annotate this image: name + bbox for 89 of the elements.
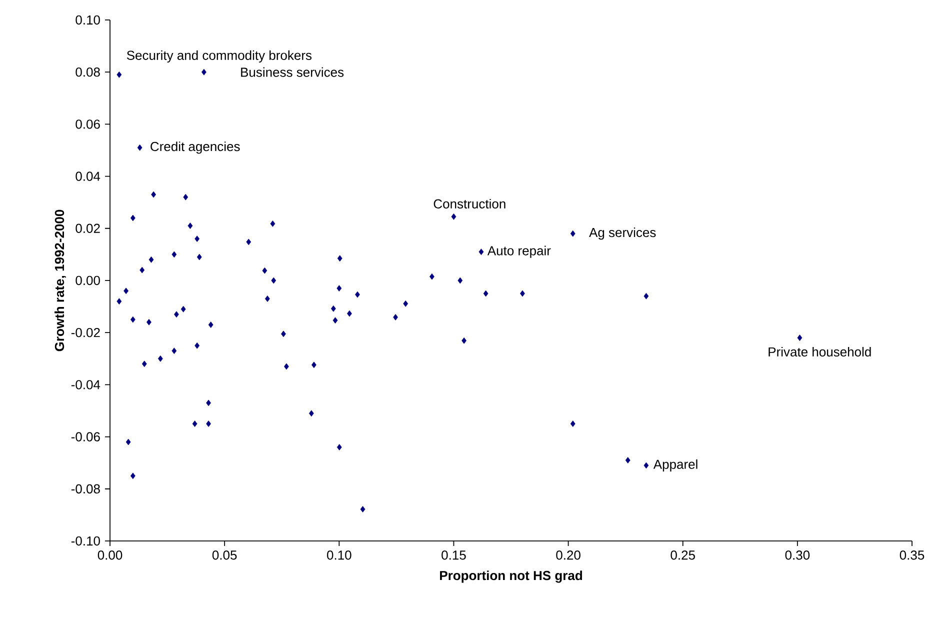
x-axis-title: Proportion not HS grad bbox=[440, 570, 582, 583]
point bbox=[142, 360, 147, 368]
point bbox=[270, 220, 276, 227]
annotation: Construction bbox=[434, 198, 506, 208]
point bbox=[140, 266, 145, 274]
point bbox=[206, 400, 211, 406]
y-tick-label: -0.02 bbox=[71, 328, 100, 338]
point bbox=[430, 273, 434, 280]
point bbox=[180, 306, 186, 312]
point bbox=[192, 420, 198, 427]
point bbox=[172, 251, 177, 258]
x-tick-label: 0.05 bbox=[212, 550, 237, 560]
point bbox=[570, 230, 576, 237]
annotation: Business services bbox=[241, 67, 344, 77]
point bbox=[262, 267, 268, 274]
x-tick-label: 0.00 bbox=[98, 550, 122, 560]
point bbox=[312, 362, 316, 368]
point bbox=[124, 288, 128, 294]
point bbox=[644, 462, 649, 469]
point bbox=[462, 337, 466, 344]
point bbox=[194, 342, 200, 349]
point bbox=[183, 194, 188, 200]
annotation: Auto repair bbox=[487, 246, 551, 258]
annotation: Ag services bbox=[589, 228, 656, 240]
point bbox=[478, 248, 484, 256]
annotation: Security and commodity brokers bbox=[126, 50, 312, 63]
y-tick-label: -0.08 bbox=[71, 484, 100, 494]
point bbox=[644, 292, 649, 300]
point bbox=[151, 191, 156, 198]
point bbox=[264, 296, 270, 302]
point bbox=[483, 290, 488, 297]
point bbox=[196, 254, 202, 260]
point bbox=[148, 256, 154, 263]
annotation: Apparel bbox=[653, 459, 698, 472]
x-tick-label: 0.25 bbox=[670, 550, 695, 560]
y-tick-label: 0.04 bbox=[76, 172, 100, 181]
point bbox=[625, 457, 630, 464]
y-tick-label: 0.06 bbox=[76, 120, 100, 129]
annotation: Credit agencies bbox=[150, 142, 240, 154]
point bbox=[172, 348, 177, 354]
point bbox=[208, 322, 214, 328]
point bbox=[174, 311, 179, 318]
point bbox=[116, 298, 122, 305]
point bbox=[520, 290, 525, 297]
x-tick-label: 0.30 bbox=[785, 550, 810, 560]
y-tick-label: 0.10 bbox=[76, 15, 100, 25]
point bbox=[403, 300, 408, 307]
x-tick-label: 0.35 bbox=[900, 550, 924, 560]
point bbox=[336, 285, 342, 292]
point bbox=[281, 330, 286, 338]
point bbox=[188, 222, 193, 229]
point bbox=[355, 291, 360, 298]
point bbox=[332, 317, 338, 324]
point bbox=[137, 144, 142, 151]
point bbox=[451, 213, 456, 220]
y-tick-label: -0.10 bbox=[71, 536, 100, 546]
point bbox=[284, 363, 289, 370]
point bbox=[458, 277, 463, 284]
point bbox=[146, 318, 152, 326]
annotation: Private household bbox=[768, 346, 871, 357]
point bbox=[202, 68, 206, 76]
point bbox=[206, 420, 211, 427]
x-tick-label: 0.20 bbox=[556, 550, 580, 560]
point bbox=[308, 410, 314, 417]
y-tick-label: 0.02 bbox=[76, 224, 100, 233]
y-tick-label: -0.04 bbox=[71, 380, 100, 390]
point bbox=[330, 305, 336, 312]
point bbox=[393, 314, 398, 320]
x-tick-label: 0.10 bbox=[327, 550, 352, 560]
x-tick-label: 0.15 bbox=[442, 550, 466, 560]
point bbox=[336, 444, 342, 450]
point bbox=[158, 355, 163, 362]
point bbox=[797, 334, 802, 341]
point bbox=[347, 310, 352, 317]
point bbox=[116, 72, 122, 78]
point bbox=[271, 277, 276, 284]
point bbox=[130, 472, 136, 480]
y-tick-label: 0.08 bbox=[76, 67, 100, 77]
point bbox=[570, 420, 576, 427]
point bbox=[130, 214, 136, 222]
y-tick-label: 0.00 bbox=[76, 276, 100, 286]
point bbox=[360, 506, 366, 512]
point bbox=[337, 255, 342, 262]
point bbox=[194, 236, 200, 242]
point bbox=[126, 438, 131, 446]
y-tick-label: -0.06 bbox=[71, 432, 100, 442]
point bbox=[130, 316, 136, 323]
y-axis-title: Growth rate, 1992-2000 bbox=[54, 210, 66, 352]
point bbox=[246, 238, 252, 246]
